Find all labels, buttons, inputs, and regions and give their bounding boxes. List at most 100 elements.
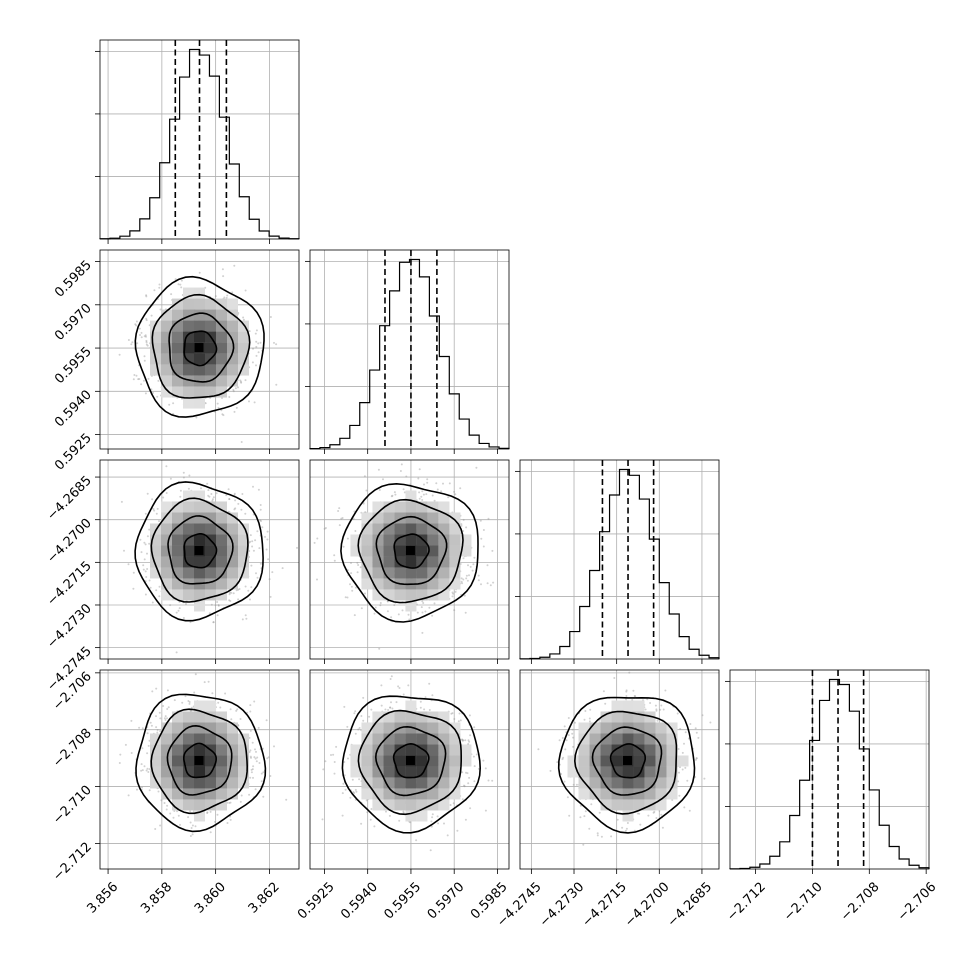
scatter-point: [240, 380, 242, 383]
scatter-point: [251, 768, 254, 771]
density-cell: [161, 512, 172, 524]
scatter-point: [453, 490, 456, 493]
scatter-point: [333, 554, 336, 557]
scatter-point: [222, 275, 225, 278]
scatter-point: [442, 482, 444, 485]
contour-1-0-1: [168, 312, 235, 383]
scatter-point: [363, 475, 366, 478]
scatter-point: [398, 687, 401, 689]
density-cell: [161, 342, 172, 354]
scatter-point: [145, 769, 148, 772]
scatter-point: [460, 577, 463, 580]
scatter-point: [153, 509, 156, 512]
scatter-point: [140, 763, 143, 766]
scatter-point: [127, 563, 130, 566]
scatter-point: [477, 579, 480, 582]
density-cell: [172, 375, 183, 387]
scatter-point: [152, 391, 154, 394]
scatter-point: [393, 491, 396, 494]
scatter-point: [459, 487, 462, 490]
scatter-point: [130, 343, 133, 346]
scatter-point: [166, 717, 168, 720]
scatter-point: [238, 588, 241, 590]
scatter-point: [235, 589, 238, 592]
scatter-point: [362, 696, 365, 699]
scatter-point: [252, 347, 254, 350]
scatter-point: [256, 576, 259, 579]
density-cell: [161, 320, 172, 332]
scatter-point: [486, 564, 489, 567]
scatter-point: [130, 752, 133, 754]
scatter-point: [222, 414, 225, 417]
scatter-point: [144, 593, 147, 596]
density-cell: [238, 353, 249, 365]
scatter-point: [229, 818, 232, 821]
scatter-point: [170, 293, 173, 296]
scatter-point: [149, 586, 152, 589]
scatter-point: [217, 604, 220, 606]
density-cell: [405, 556, 417, 568]
scatter-point: [323, 527, 326, 530]
scatter-point: [424, 610, 427, 613]
density-cell: [172, 298, 183, 310]
density-cell: [183, 567, 194, 579]
density-cell: [172, 364, 183, 376]
scatter-point: [417, 477, 420, 480]
scatter-point: [189, 835, 192, 837]
scatter-point: [254, 757, 257, 760]
scatter-point: [143, 355, 146, 358]
scatter-point: [255, 750, 257, 753]
scatter-point: [210, 603, 213, 606]
density-cell: [216, 331, 227, 343]
scatter-point: [203, 681, 206, 684]
scatter-point: [344, 596, 347, 599]
density-cell: [449, 545, 461, 557]
scatter-point: [249, 534, 252, 537]
density-cell: [183, 364, 194, 376]
density-cell: [205, 320, 216, 332]
scatter-point: [271, 571, 274, 574]
density-cell: [172, 788, 183, 800]
scatter-point: [475, 466, 478, 469]
scatter-point: [228, 396, 231, 398]
density-peak-3-0: [194, 755, 204, 765]
scatter-point: [350, 562, 352, 564]
scatter-point: [216, 402, 219, 405]
density-cell: [216, 386, 227, 398]
panel-2-1: [309, 459, 510, 664]
scatter-point: [350, 585, 353, 588]
scatter-point: [163, 717, 166, 720]
density-cell: [361, 534, 373, 546]
panel-frame-1-0: [99, 249, 300, 450]
scatter-point: [169, 477, 172, 480]
density-cell: [161, 755, 172, 767]
density-cell: [161, 375, 172, 387]
density-cell: [427, 512, 439, 524]
density-cell: [372, 523, 384, 535]
scatter-point: [163, 802, 166, 804]
scatter-point: [189, 621, 192, 624]
density-cell: [183, 375, 194, 387]
scatter-point: [174, 278, 177, 281]
scatter-point: [123, 549, 125, 552]
scatter-point: [150, 388, 153, 391]
scatter-point: [144, 570, 147, 573]
scatter-point: [188, 702, 191, 705]
scatter-point: [264, 535, 266, 538]
scatter-point: [249, 598, 251, 601]
density-cell: [183, 331, 194, 343]
scatter-point: [145, 319, 148, 322]
density-cell: [394, 523, 406, 535]
scatter-point: [460, 580, 463, 583]
scatter-point: [380, 704, 383, 707]
scatter-point: [316, 537, 319, 540]
density-cell: [449, 534, 461, 546]
density-cell: [194, 534, 205, 546]
scatter-point: [242, 316, 245, 319]
scatter-point: [219, 706, 222, 709]
scatter-point: [175, 611, 178, 614]
scatter-point: [355, 790, 358, 793]
scatter-point: [221, 413, 224, 416]
scatter-point: [228, 498, 231, 501]
density-cell: [183, 589, 194, 601]
